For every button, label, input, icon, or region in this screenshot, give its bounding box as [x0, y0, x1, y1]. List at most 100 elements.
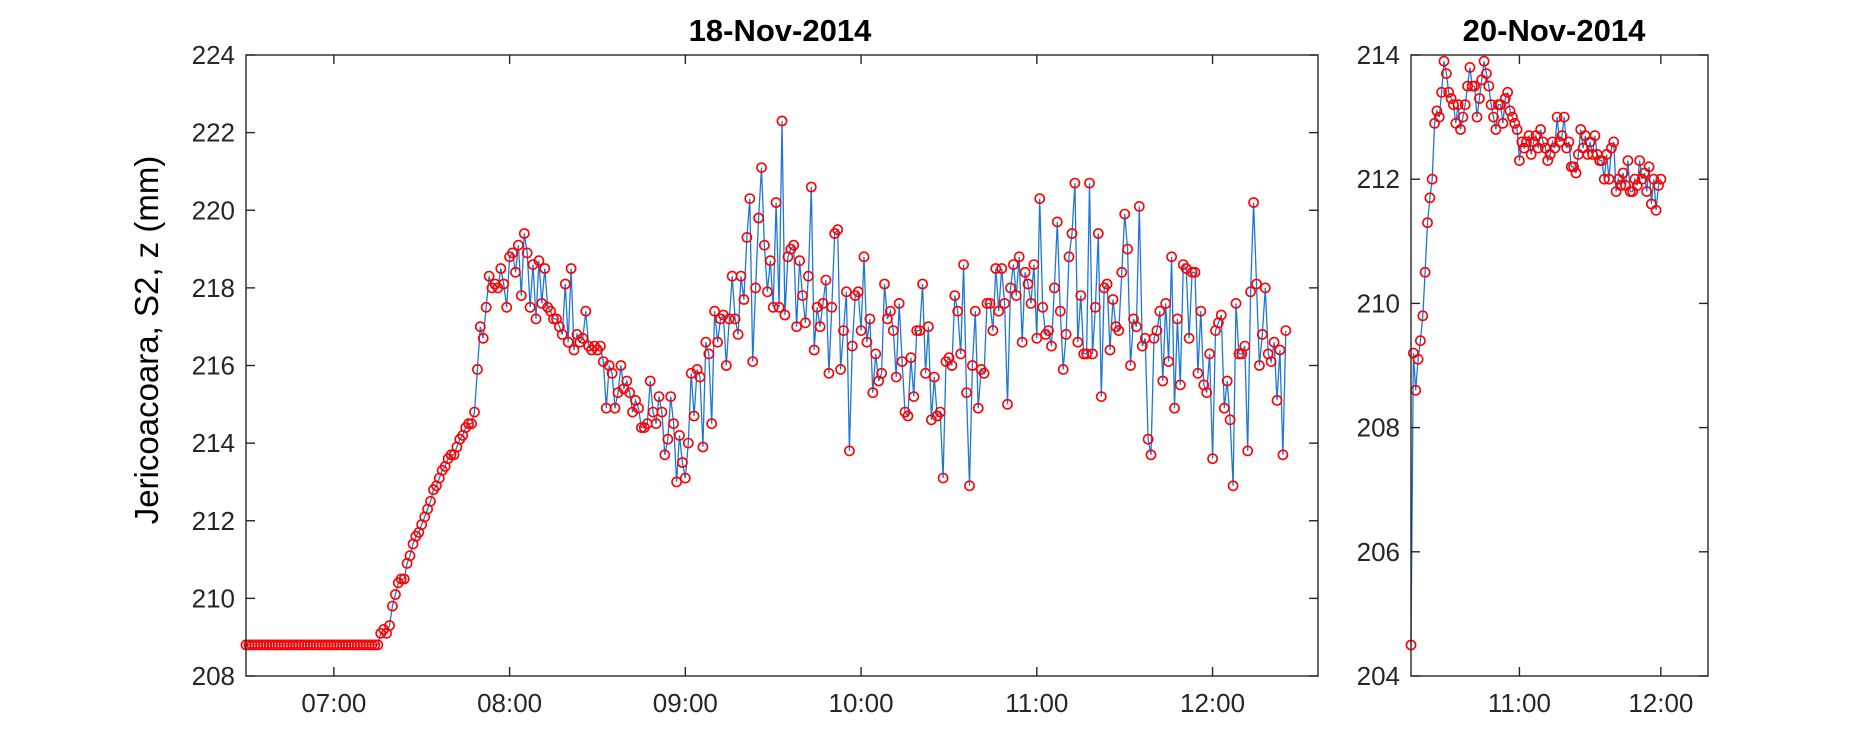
data-point [595, 340, 606, 352]
data-point [1464, 62, 1476, 73]
data-point [1457, 111, 1469, 123]
data-point [1547, 136, 1558, 148]
data-point [1507, 111, 1518, 123]
data-point [1483, 80, 1495, 92]
data-point [949, 290, 961, 301]
data-point [934, 406, 946, 418]
data-point [1556, 130, 1568, 142]
data-point [1478, 55, 1490, 67]
data-point [513, 239, 524, 251]
data-point [732, 328, 744, 340]
data-point [876, 367, 887, 379]
data-point [1426, 173, 1438, 185]
data-point [729, 313, 741, 325]
data-point [952, 305, 964, 317]
data-point [671, 476, 682, 488]
data-point [911, 325, 923, 336]
data-point [1412, 353, 1424, 365]
data-point [1239, 340, 1251, 352]
data-point [463, 418, 474, 430]
data-point [720, 360, 732, 371]
data-point [712, 336, 723, 348]
data-point [896, 356, 908, 367]
data-point [656, 406, 668, 418]
data-point [984, 297, 996, 309]
data-point [1010, 290, 1022, 301]
data-point [928, 371, 940, 383]
data-point [1107, 294, 1119, 305]
data-point [870, 348, 882, 360]
series-line-20nov [1410, 61, 1662, 646]
y-tick-label: 220 [192, 195, 235, 225]
data-point [1172, 313, 1183, 325]
data-point [498, 278, 510, 290]
data-point [961, 387, 972, 399]
data-point [615, 360, 627, 371]
data-point [920, 367, 931, 379]
chart-title-20-nov: 20-Nov-2014 [1463, 13, 1646, 48]
data-point [844, 445, 855, 457]
data-point [1474, 93, 1485, 104]
data-point [1499, 93, 1511, 104]
data-point [398, 573, 410, 585]
data-point [820, 274, 832, 286]
data-point [1558, 111, 1570, 123]
data-point [1608, 136, 1620, 148]
data-point [1002, 398, 1013, 410]
data-point [814, 321, 826, 333]
data-point [805, 181, 817, 193]
data-point [803, 270, 814, 282]
data-point [469, 406, 480, 418]
axes-18-nov: 07:00 08:00 09:00 10:00 11:00 12:00 208 210 212 2… [192, 40, 1319, 718]
data-point [867, 387, 879, 399]
data-point [823, 367, 835, 379]
data-point [1542, 155, 1554, 166]
data-point [524, 301, 536, 313]
data-point [1113, 325, 1125, 336]
data-point [779, 309, 791, 321]
data-point [855, 325, 867, 336]
data-point [1268, 336, 1280, 348]
data-point [1063, 251, 1075, 263]
data-point [723, 313, 735, 325]
data-point [832, 224, 844, 236]
data-point [1104, 344, 1116, 356]
data-point [1551, 111, 1563, 123]
x-tick-label: 09:00 [653, 688, 718, 718]
axes-20-nov: 11:00 12:00 204 206 208 210 212 214 [1357, 40, 1709, 718]
data-point [662, 433, 674, 445]
data-point [1277, 449, 1289, 461]
data-point [1049, 282, 1060, 294]
data-point [1650, 204, 1662, 216]
data-point [1445, 93, 1457, 104]
data-point [559, 278, 571, 290]
data-point [1069, 177, 1081, 189]
data-point [474, 321, 486, 333]
data-point [568, 344, 580, 356]
data-point [1481, 68, 1492, 79]
data-point [923, 321, 934, 333]
data-point [556, 328, 568, 340]
data-point [1431, 105, 1443, 117]
y-tick-label: 204 [1357, 661, 1400, 691]
data-point [838, 325, 849, 336]
y-tick-label: 222 [192, 118, 235, 148]
data-point [562, 336, 574, 348]
data-point [1561, 142, 1572, 154]
data-point [764, 255, 776, 267]
data-point [621, 375, 633, 387]
data-point [1072, 336, 1084, 348]
data-point [885, 305, 896, 317]
data-point [1054, 305, 1066, 317]
data-point [1025, 297, 1037, 309]
data-point [510, 266, 521, 278]
data-point [1587, 148, 1598, 160]
data-point [767, 301, 779, 313]
data-point [1075, 290, 1087, 301]
data-point [964, 480, 975, 492]
data-point [1195, 305, 1207, 317]
data-point [972, 402, 984, 414]
data-point [756, 162, 767, 173]
data-point [425, 495, 436, 507]
